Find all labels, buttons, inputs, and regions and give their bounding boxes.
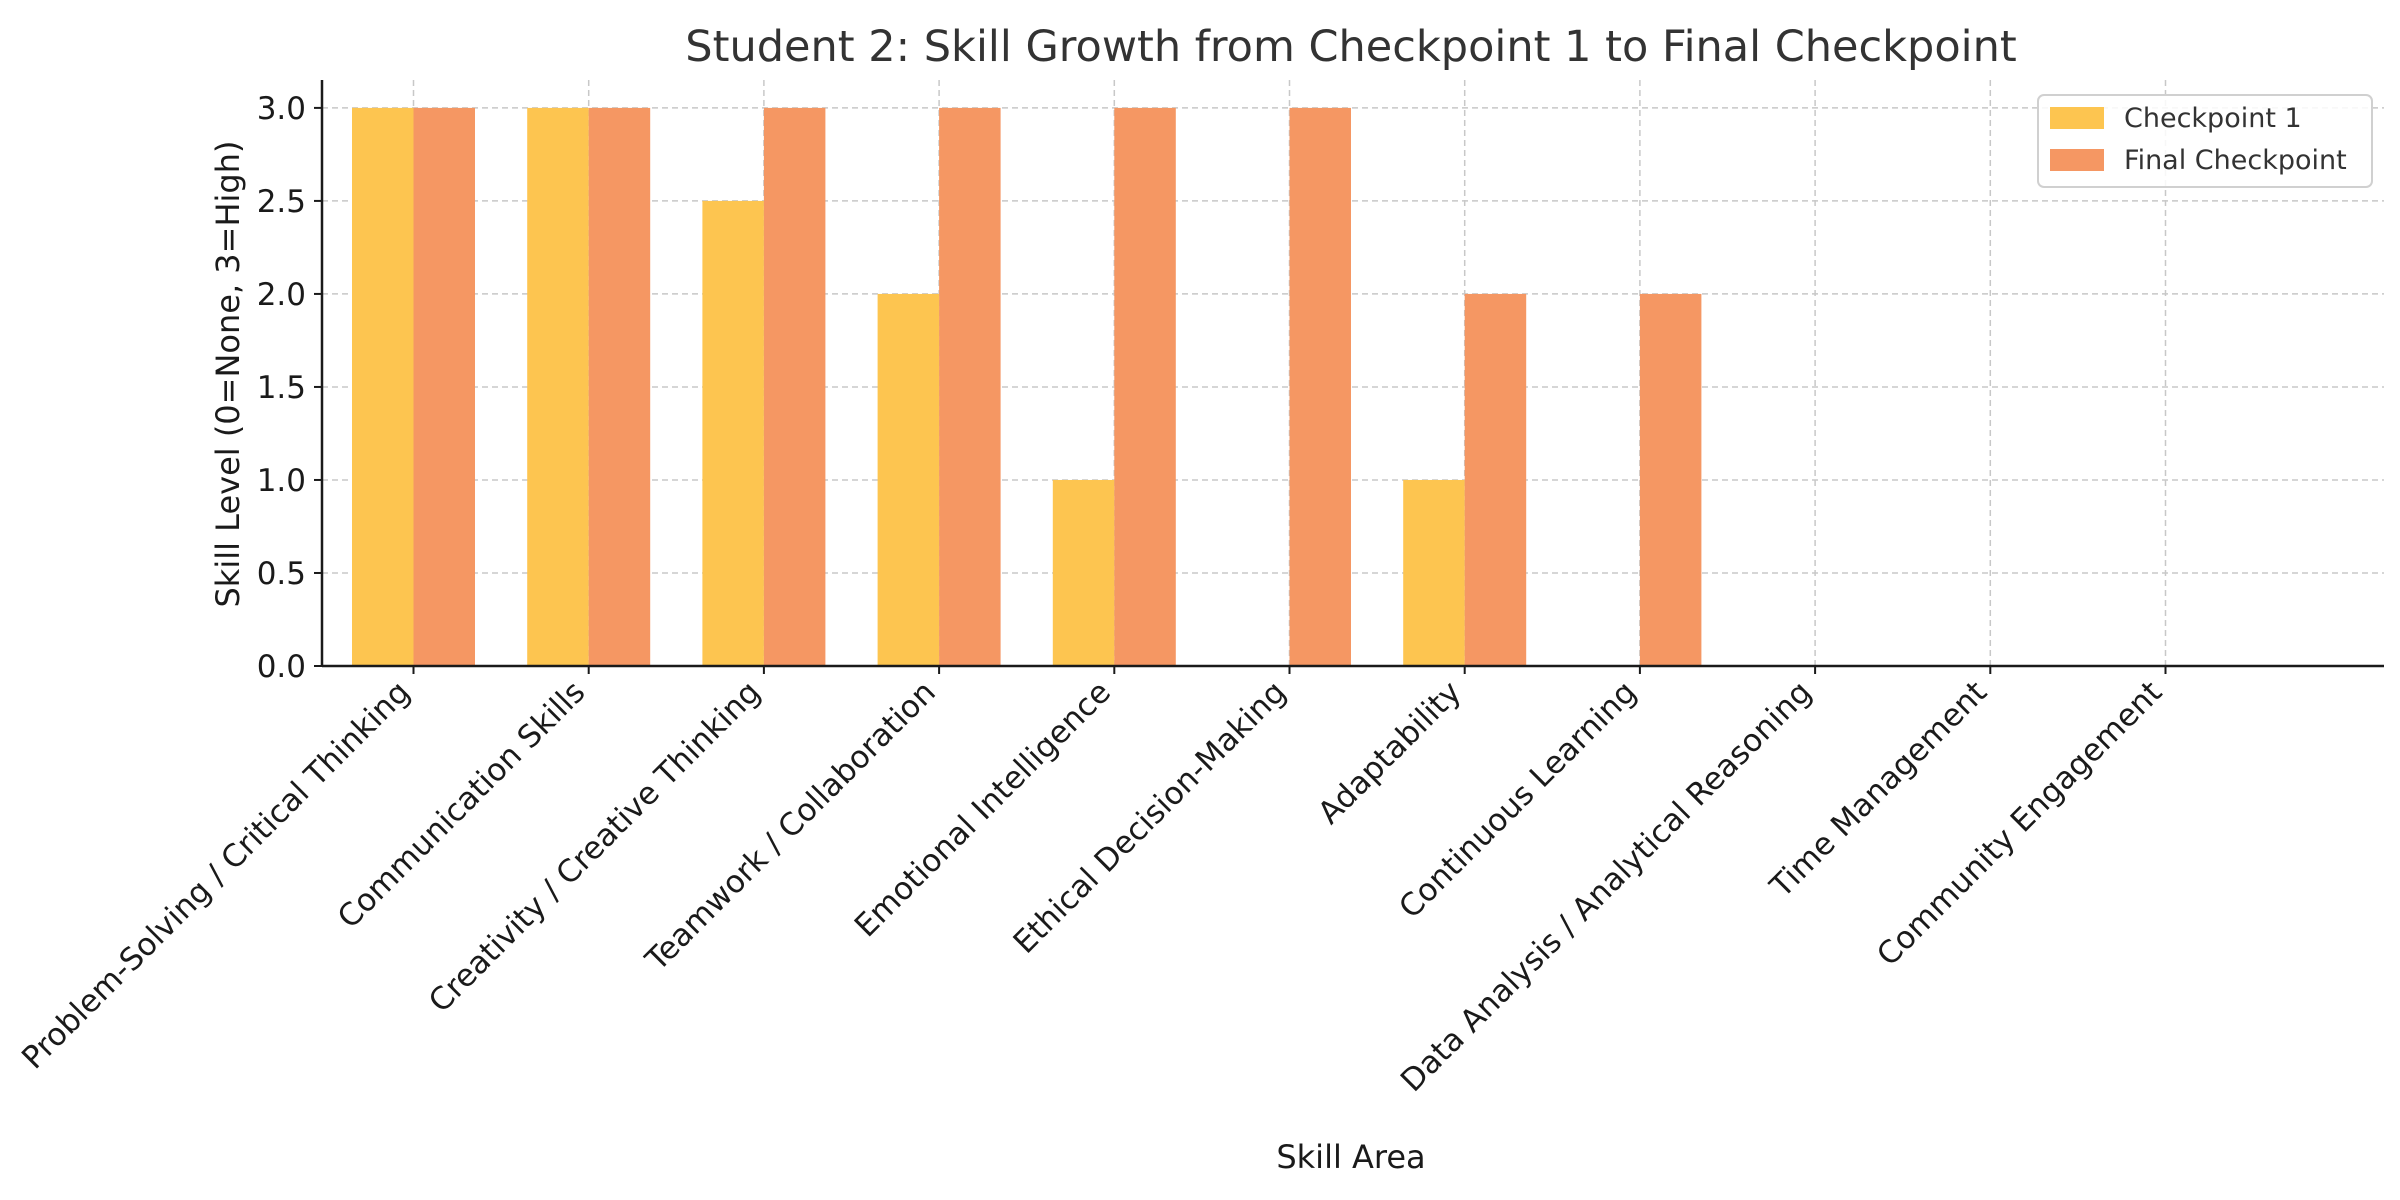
x-tick-label: Community Engagement [1870,674,2169,973]
y-tick-label: 2.0 [257,277,306,313]
bar [588,107,651,666]
y-tick-label: 0.0 [257,649,306,685]
legend-label: Checkpoint 1 [2124,103,2302,134]
axes [320,80,2384,668]
bar [1114,107,1176,666]
x-tick-label: Creativity / Creative Thinking [422,674,768,1020]
bar [877,293,940,666]
y-axis-label: Skill Level (0=None, 3=High) [209,140,247,607]
legend-label: Final Checkpoint [2124,145,2347,176]
bar [1639,293,1702,666]
legend-box [2037,94,2373,188]
y-tick-label: 0.5 [257,556,306,592]
x-tick-label: Adaptability [1311,674,1468,831]
bar [527,107,589,666]
legend-swatch [2050,149,2104,171]
bars [352,107,1702,666]
bar [939,107,1001,666]
chart-title: Student 2: Skill Growth from Checkpoint … [685,22,2016,72]
legend: Checkpoint 1 Final Checkpoint [2037,94,2373,188]
y-tick-label: 1.5 [257,370,306,406]
x-ticks: Problem-Solving / Critical Thinking Commu… [15,666,2169,1099]
x-axis-label: Skill Area [1276,1138,1425,1176]
bar [352,107,414,666]
bar [702,200,764,666]
x-tick-label: Problem-Solving / Critical Thinking [15,674,417,1076]
bar [413,107,475,666]
bar [1403,479,1465,666]
legend-swatch [2050,107,2104,129]
y-ticks: 0.0 0.5 1.0 1.5 2.0 2.5 3.0 [257,91,322,685]
bar [1289,107,1351,666]
y-tick-label: 1.0 [257,463,306,499]
bar [1464,293,1527,666]
bar [1052,479,1115,666]
bar [763,107,826,666]
y-tick-label: 2.5 [257,184,306,220]
x-tick-label: Teamwork / Collaboration [638,674,943,979]
x-tick-label: Data Analysis / Analytical Reasoning [1394,674,1819,1099]
y-tick-label: 3.0 [257,91,306,127]
